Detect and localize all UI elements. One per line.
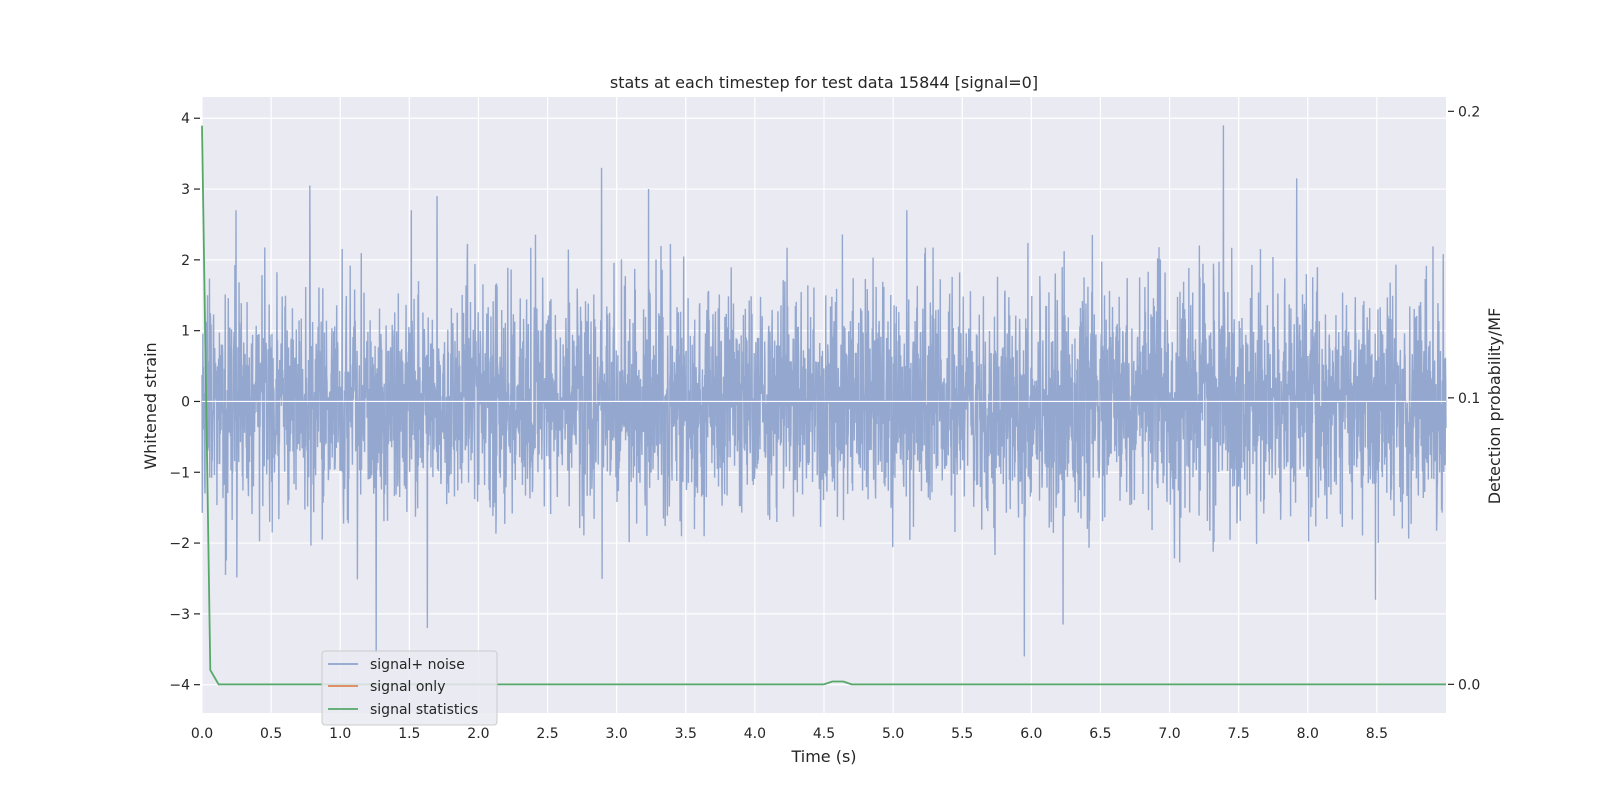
x-tick-label: 8.0 (1297, 726, 1319, 742)
chart-title: stats at each timestep for test data 158… (610, 73, 1038, 92)
y-axis-left-label: Whitened strain (141, 342, 160, 469)
legend-box (321, 650, 498, 726)
x-tick-label: 4.0 (744, 726, 766, 742)
series-line-signal-noise (201, 125, 1447, 657)
legend: signal+ noise signal only signal statist… (321, 650, 498, 726)
x-tick-label: 3.0 (606, 726, 628, 742)
y-axis-left-ticks: −4 −3 −2 −1 0 1 2 3 4 (169, 111, 200, 694)
y-right-tick-label: 0.2 (1458, 104, 1480, 120)
x-tick-label: 1.5 (398, 726, 420, 742)
y-left-tick-label: 1 (181, 324, 190, 340)
x-tick-label: 8.5 (1366, 726, 1388, 742)
x-tick-label: 5.0 (882, 726, 904, 742)
legend-label-signal-statistics: signal statistics (370, 702, 478, 718)
x-tick-label: 2.0 (467, 726, 489, 742)
series-signal-noise (201, 125, 1447, 657)
x-tick-label: 0.5 (260, 726, 282, 742)
y-left-tick-label: 2 (181, 253, 190, 269)
y-axis-right-ticks: 0.0 0.1 0.2 (1448, 104, 1480, 693)
y-right-tick-label: 0.1 (1458, 391, 1480, 407)
x-tick-label: 4.5 (813, 726, 835, 742)
x-tick-label: 0.0 (191, 726, 213, 742)
y-left-tick-label: −1 (169, 465, 190, 481)
x-tick-label: 6.0 (1020, 726, 1042, 742)
x-axis-ticks: 0.0 0.5 1.0 1.5 2.0 2.5 3.0 3.5 4.0 4.5 5.0 5.5 6.0 6… (191, 726, 1388, 742)
x-tick-label: 3.5 (675, 726, 697, 742)
y-left-tick-label: −2 (169, 536, 190, 552)
legend-label-signal-only: signal only (370, 679, 445, 695)
y-left-tick-label: 0 (181, 394, 190, 410)
x-tick-label: 6.5 (1089, 726, 1111, 742)
x-tick-label: 2.5 (536, 726, 558, 742)
y-left-tick-label: 3 (181, 182, 190, 198)
x-tick-label: 1.0 (329, 726, 351, 742)
y-left-tick-label: 4 (181, 111, 190, 127)
y-left-tick-label: −4 (169, 678, 190, 694)
x-tick-label: 7.5 (1228, 726, 1250, 742)
series-signal-statistics (201, 125, 1446, 686)
x-tick-label: 5.5 (951, 726, 973, 742)
y-axis-right-label: Detection probability/MF (1485, 308, 1504, 505)
series-line-signal-statistics (201, 125, 1446, 686)
x-tick-label: 7.0 (1158, 726, 1180, 742)
x-axis-label: Time (s) (790, 747, 856, 766)
y-left-tick-label: −3 (169, 607, 190, 623)
legend-label-signal-noise: signal+ noise (370, 657, 465, 673)
y-right-tick-label: 0.0 (1458, 677, 1480, 693)
